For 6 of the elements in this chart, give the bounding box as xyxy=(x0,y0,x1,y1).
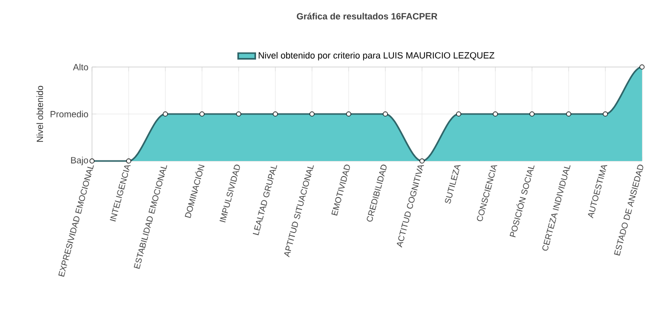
chart-title: Gráfica de resultados 16FACPER xyxy=(296,12,438,20)
text: Promedio xyxy=(50,110,88,118)
y-axis-title: Nivel obtenido xyxy=(36,86,44,142)
text: Bajo xyxy=(71,156,88,166)
legend-label: Nivel obtenido por criterio para LUIS MAURICIO LEZQUEZ xyxy=(258,52,494,60)
text: Alto xyxy=(72,64,88,70)
